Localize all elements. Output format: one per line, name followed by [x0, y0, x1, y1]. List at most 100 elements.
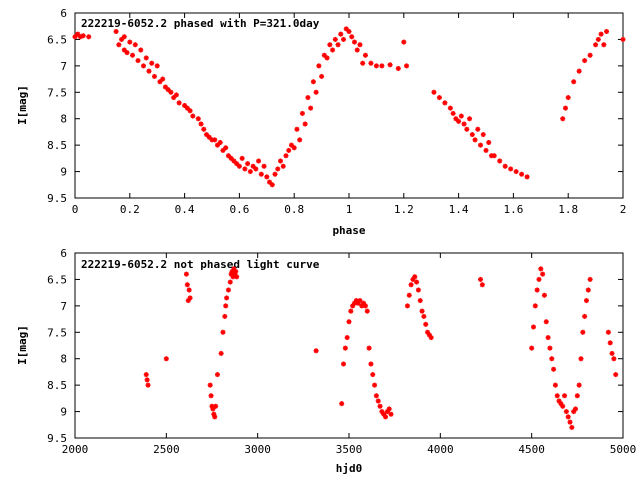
phased-data-point [206, 134, 212, 140]
unphased-data-point [373, 393, 379, 399]
phased-data-point [132, 42, 138, 48]
phased-y-tick-label: 7 [60, 60, 67, 73]
unphased-data-points [143, 266, 619, 430]
phased-data-point [362, 52, 368, 58]
phased-data-point [373, 63, 379, 69]
phased-data-point [313, 89, 319, 95]
unphased-y-tick-label: 7.5 [47, 326, 67, 339]
phased-data-point [478, 142, 484, 148]
phased-data-point [524, 174, 530, 180]
phased-data-point [141, 63, 146, 69]
phased-data-point [620, 36, 626, 42]
phased-data-point [330, 47, 336, 53]
unphased-data-point [423, 321, 429, 327]
phased-data-point [387, 62, 393, 68]
unphased-data-point [574, 393, 580, 399]
phased-data-point [431, 89, 437, 95]
phased-data-point [184, 105, 190, 111]
phased-data-point [332, 36, 338, 42]
unphased-data-point [368, 361, 374, 367]
unphased-data-point [144, 377, 150, 383]
unphased-x-tick-label: 4000 [427, 443, 454, 456]
unphased-data-point [613, 372, 619, 378]
unphased-data-point [536, 276, 542, 282]
unphased-data-point [569, 424, 575, 430]
phased-x-tick-label: 1.4 [449, 203, 469, 216]
phased-chart: 222219-6052.2 phased with P=321.0day pha… [16, 7, 626, 237]
unphased-data-point [342, 345, 348, 351]
phased-data-point [327, 42, 333, 48]
phased-x-tick-label: 1.2 [394, 203, 414, 216]
unphased-data-point [585, 287, 591, 293]
phased-data-point [121, 34, 127, 40]
phased-data-point [324, 55, 330, 61]
phased-y-tick-label: 9.5 [47, 192, 67, 205]
unphased-data-point [313, 348, 319, 354]
phased-data-point [135, 58, 141, 64]
unphased-data-point [530, 324, 536, 330]
phased-data-point [173, 92, 179, 98]
phased-data-point [236, 163, 242, 169]
unphased-data-point [552, 382, 558, 388]
phased-data-point [480, 132, 486, 138]
phased-data-point [168, 89, 174, 95]
phased-data-point [491, 153, 497, 159]
unphased-data-point [341, 361, 347, 367]
unphased-data-point [364, 308, 370, 314]
phased-data-point [379, 63, 385, 69]
phased-x-tick-label: 0.6 [229, 203, 249, 216]
phased-data-point [258, 171, 264, 177]
unphased-x-tick-label: 4500 [518, 443, 545, 456]
unphased-data-point [408, 282, 414, 288]
phased-data-point [335, 42, 341, 48]
unphased-data-point [346, 319, 352, 325]
unphased-data-point [366, 345, 372, 351]
phased-data-point [278, 158, 283, 164]
phased-data-point [294, 126, 300, 132]
phased-data-point [508, 166, 514, 172]
unphased-x-axis-label: hjd0 [336, 462, 363, 475]
phased-data-point [464, 126, 470, 132]
unphased-data-point [404, 303, 410, 309]
phased-data-point [308, 105, 314, 111]
unphased-data-point [225, 287, 231, 293]
unphased-data-point [551, 366, 557, 372]
phased-data-point [113, 29, 119, 34]
unphased-data-point [212, 414, 218, 420]
unphased-x-tick-label: 2000 [62, 443, 89, 456]
phased-data-point [576, 68, 582, 74]
unphased-y-tick-label: 6 [60, 247, 67, 260]
phased-data-point [127, 39, 133, 45]
phased-data-point [486, 140, 492, 145]
unphased-data-point [580, 329, 586, 335]
phased-x-tick-label: 0.8 [284, 203, 304, 216]
unphased-x-tick-label: 5000 [610, 443, 637, 456]
unphased-y-tick-label: 9.5 [47, 432, 67, 445]
phased-data-point [130, 52, 136, 58]
unphased-x-ticks: 2000 2500 3000 3500 4000 4500 5000 [62, 253, 637, 456]
unphased-data-point [214, 372, 220, 378]
phased-data-point [582, 58, 588, 64]
phased-data-point [116, 42, 122, 48]
phased-data-point [587, 52, 593, 58]
phased-data-point [571, 79, 577, 85]
unphased-data-point [143, 372, 149, 378]
phased-data-point [450, 110, 456, 116]
phased-data-point [338, 31, 344, 37]
phased-x-tick-label: 0.4 [175, 203, 195, 216]
unphased-data-point [355, 300, 361, 306]
phased-data-point [275, 166, 281, 172]
phased-x-tick-label: 1.8 [558, 203, 578, 216]
phased-y-tick-label: 9 [60, 166, 67, 179]
phased-data-point [513, 169, 519, 175]
phased-data-point [469, 132, 475, 138]
unphased-data-point [372, 382, 378, 388]
unphased-y-tick-label: 8.5 [47, 379, 67, 392]
phased-data-point [442, 100, 448, 106]
phased-data-point [467, 116, 473, 122]
phased-y-tick-label: 7.5 [47, 86, 67, 99]
phased-data-point [297, 137, 303, 143]
phased-x-tick-label: 0.2 [120, 203, 140, 216]
unphased-data-point [210, 406, 216, 412]
unphased-data-point [234, 274, 240, 280]
